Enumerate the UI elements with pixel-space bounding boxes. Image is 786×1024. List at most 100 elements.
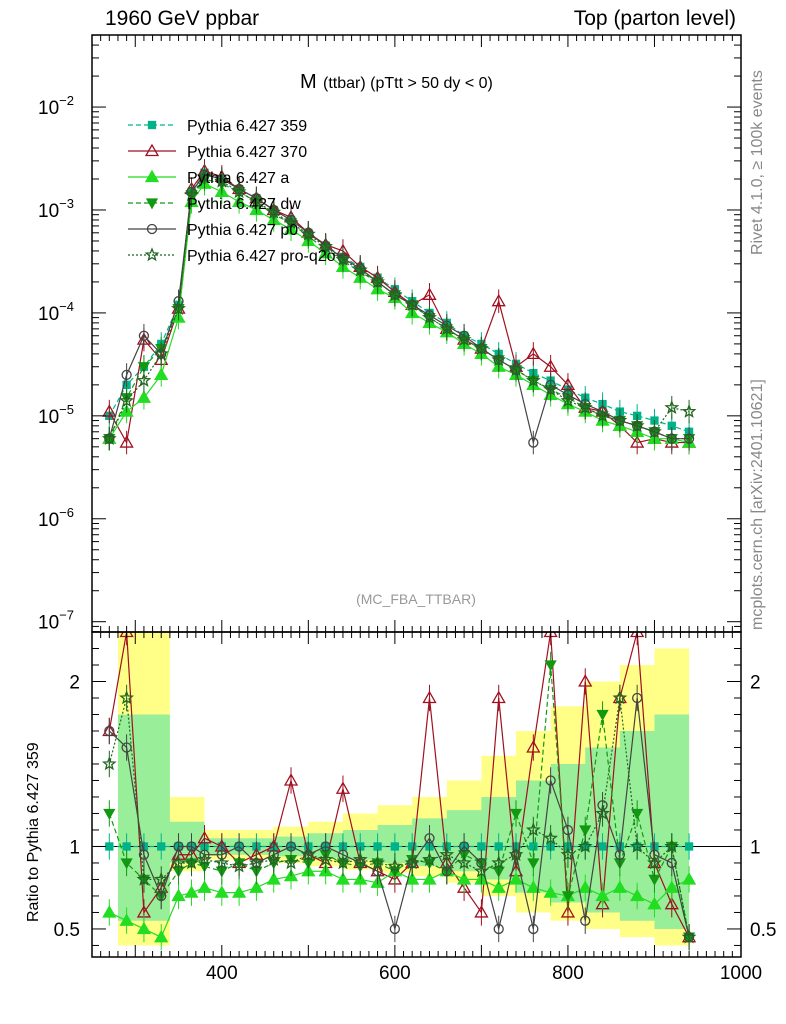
ratio-point xyxy=(439,846,455,862)
ratio-point xyxy=(614,849,626,860)
ratio-point xyxy=(595,888,610,902)
ratio-point xyxy=(249,880,264,893)
legend: Pythia 6.427 359 Pythia 6.427 370 Pythia 6… xyxy=(128,118,336,265)
data-point xyxy=(528,437,539,448)
ratio-point xyxy=(632,692,643,704)
data-point xyxy=(136,390,152,403)
ratio-point xyxy=(424,833,435,844)
rivet-version-label: Rivet 4.1.0, ≥ 100k events xyxy=(749,70,766,255)
ratio-point xyxy=(422,851,437,866)
ratio-point xyxy=(543,830,559,845)
data-point xyxy=(121,369,132,381)
data-point xyxy=(231,184,247,199)
ratio-point xyxy=(422,872,437,885)
y-tick-label: 10−7 xyxy=(38,608,74,634)
ratio-y-tick-label: 0.5 xyxy=(54,920,80,941)
ratio-point xyxy=(335,872,351,885)
ratio-point xyxy=(153,871,169,886)
ratio-point xyxy=(390,842,400,851)
legend-label: Pythia 6.427 370 xyxy=(187,144,307,161)
ratio-series-2 xyxy=(102,858,697,951)
x-tick-label: 1000 xyxy=(720,963,762,984)
data-point xyxy=(630,435,645,448)
ratio-point xyxy=(684,842,694,851)
ratio-point xyxy=(681,929,697,944)
ratio-point xyxy=(647,855,662,870)
data-point xyxy=(136,372,152,387)
ratio-point xyxy=(545,775,556,786)
ratio-point xyxy=(664,838,680,853)
ratio-point xyxy=(119,913,134,926)
ratio-point xyxy=(474,905,489,918)
header-process: Top (parton level) xyxy=(573,7,736,30)
legend-label: Pythia 6.427 359 xyxy=(187,118,307,135)
ratio-point xyxy=(526,880,541,893)
ratio-point xyxy=(233,841,245,852)
data-point xyxy=(439,321,455,336)
ratio-point xyxy=(560,905,576,918)
legend-label: Pythia 6.427 pro-q2o xyxy=(187,248,336,265)
data-point xyxy=(491,352,507,367)
data-point xyxy=(370,274,385,289)
ratio-point xyxy=(136,921,152,935)
data-point xyxy=(647,424,662,439)
ratio-point xyxy=(197,851,212,866)
ratio-point xyxy=(612,690,628,705)
ratio-point xyxy=(491,690,506,704)
ratio-point xyxy=(612,880,627,893)
legend-item: Pythia 6.427 370 xyxy=(128,143,307,161)
ratio-point xyxy=(580,915,591,926)
ratio-point xyxy=(595,805,610,820)
series-5 xyxy=(101,165,697,451)
ratio-point xyxy=(184,855,199,870)
legend-marker xyxy=(146,223,158,235)
ratio-point xyxy=(266,851,282,866)
ratio-point xyxy=(526,740,541,753)
mcplots-label: mcplots.cern.ch [arXiv:2401.10621] xyxy=(749,379,766,630)
ratio-point xyxy=(122,842,131,851)
ratio-point xyxy=(283,855,299,870)
ratio-point xyxy=(157,842,166,851)
legend-marker xyxy=(144,143,160,157)
x-tick-label: 800 xyxy=(552,963,584,984)
ratio-point xyxy=(335,781,351,794)
legend-label: Pythia 6.427 p0 xyxy=(187,222,298,239)
data-point xyxy=(300,226,316,241)
axis-ticks: 400 600 800 1000 10−2 10−3 10−4 10−5 10−6 10−7 0.5… xyxy=(38,34,776,984)
y-tick-label: 10−6 xyxy=(38,505,74,531)
main-series-group xyxy=(101,159,697,455)
ratio-point xyxy=(528,923,539,935)
reference-uncertainty-band xyxy=(117,632,690,946)
ratio-point xyxy=(629,838,645,853)
data-point xyxy=(171,300,186,315)
data-point xyxy=(595,408,610,423)
ratio-point xyxy=(494,842,503,851)
ratio-point xyxy=(543,885,558,898)
ratio-point xyxy=(579,825,592,837)
data-point xyxy=(683,433,695,444)
band-green xyxy=(117,714,690,929)
data-point xyxy=(352,262,368,277)
ratio-point xyxy=(154,929,169,943)
data-point xyxy=(666,433,677,444)
ratio-point xyxy=(373,842,382,851)
data-point xyxy=(119,393,135,408)
data-point xyxy=(137,362,151,374)
legend-item: Pythia 6.427 dw xyxy=(128,196,301,213)
legend-marker xyxy=(145,198,159,210)
ratio-axis-label: Ratio to Pythia 6.427 359 xyxy=(25,742,42,922)
data-point xyxy=(102,404,117,417)
ratio-point xyxy=(171,855,186,870)
ratio-frame xyxy=(91,631,742,958)
data-point xyxy=(101,430,117,445)
legend-item: Pythia 6.427 a xyxy=(128,169,289,187)
data-point xyxy=(197,169,212,184)
data-point xyxy=(404,296,420,312)
ratio-point xyxy=(214,855,230,870)
analysis-label: (MC_FBA_TTBAR) xyxy=(356,591,476,607)
ratio-point xyxy=(456,855,472,870)
ratio-point xyxy=(405,872,420,885)
legend-label: Pythia 6.427 dw xyxy=(187,196,301,213)
data-point xyxy=(543,381,559,396)
data-point xyxy=(266,204,282,219)
